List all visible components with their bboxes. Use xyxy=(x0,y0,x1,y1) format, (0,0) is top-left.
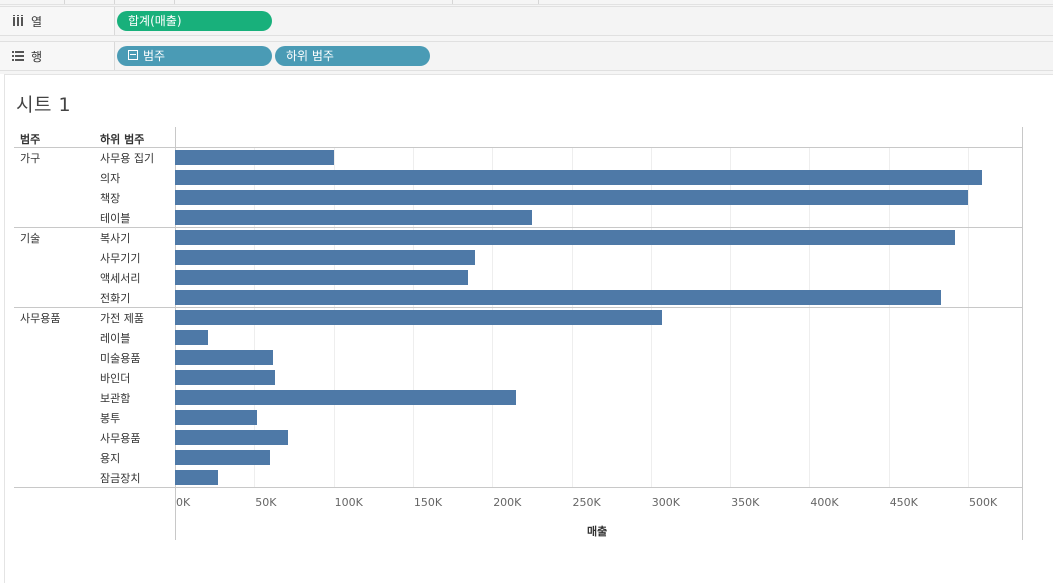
bar[interactable] xyxy=(175,290,942,305)
subcategory-label[interactable]: 용지 xyxy=(100,452,121,465)
subcategory-pill-label: 하위 범주 xyxy=(286,49,334,63)
top-strip xyxy=(0,0,1053,5)
bar[interactable] xyxy=(175,250,475,265)
bar[interactable] xyxy=(175,450,271,465)
gridline xyxy=(730,148,732,488)
bar[interactable] xyxy=(175,310,662,325)
category-label[interactable]: 가구 xyxy=(20,152,41,165)
category-pill[interactable]: 범주 xyxy=(117,46,272,66)
bar[interactable] xyxy=(175,350,274,365)
subcategory-label[interactable]: 가전 제품 xyxy=(100,312,144,325)
subcategory-label[interactable]: 전화기 xyxy=(100,292,131,305)
columns-shelf-label: 열 xyxy=(31,15,43,29)
x-tick-label: 150K xyxy=(413,496,443,509)
columns-shelf: 열 합계(매출) xyxy=(0,6,1053,36)
sum-sales-pill-label: 합계(매출) xyxy=(128,14,182,28)
x-tick-label: 400K xyxy=(810,496,839,509)
sheet-title[interactable]: 시트 1 xyxy=(16,94,72,116)
subcategory-label[interactable]: 사무용품 xyxy=(100,432,141,445)
gridline xyxy=(809,148,811,488)
category-header[interactable]: 범주 xyxy=(20,133,41,146)
x-tick-label: 100K xyxy=(334,496,363,509)
subcategory-label[interactable]: 잠금장치 xyxy=(100,472,141,485)
header-separator xyxy=(14,147,1022,148)
x-tick-label: 0K xyxy=(176,496,191,509)
subcategory-label[interactable]: 바인더 xyxy=(100,372,131,385)
subcategory-label[interactable]: 봉투 xyxy=(100,412,121,425)
category-label[interactable]: 기술 xyxy=(20,232,41,245)
bar[interactable] xyxy=(175,230,956,245)
bar[interactable] xyxy=(175,170,983,185)
x-tick-label: 350K xyxy=(731,496,760,509)
subcategory-label[interactable]: 사무기기 xyxy=(100,252,141,265)
bar[interactable] xyxy=(175,190,968,205)
columns-drop-zone[interactable]: 합계(매출) xyxy=(115,7,1053,35)
x-tick-label: 250K xyxy=(572,496,601,509)
rows-drop-zone[interactable]: 범주 하위 범주 xyxy=(115,42,1053,70)
gridline xyxy=(888,148,890,488)
collapse-icon[interactable] xyxy=(128,50,138,60)
group-separator xyxy=(14,227,1022,228)
subcategory-label[interactable]: 복사기 xyxy=(100,232,131,245)
subcategory-header[interactable]: 하위 범주 xyxy=(100,133,145,146)
x-tick-label: 300K xyxy=(651,496,681,509)
columns-shelf-label-box: 열 xyxy=(0,7,115,35)
bar[interactable] xyxy=(175,390,516,405)
group-separator xyxy=(14,307,1022,308)
bar[interactable] xyxy=(175,210,532,225)
x-tick-label: 50K xyxy=(255,496,277,509)
subcategory-label[interactable]: 테이블 xyxy=(100,212,131,225)
subcategory-label[interactable]: 의자 xyxy=(100,172,121,185)
bar[interactable] xyxy=(175,370,275,385)
gridline xyxy=(968,148,969,488)
subcategory-label[interactable]: 미술용품 xyxy=(100,352,141,365)
rows-icon xyxy=(12,51,24,61)
bar[interactable] xyxy=(175,470,218,485)
rows-shelf-label-box: 행 xyxy=(0,42,115,70)
group-separator xyxy=(14,487,1022,488)
x-axis-title[interactable]: 매출 xyxy=(587,525,608,538)
x-tick-label: 500K xyxy=(969,496,998,509)
subcategory-label[interactable]: 보관함 xyxy=(100,392,131,405)
rows-shelf: 행 범주 하위 범주 xyxy=(0,41,1053,71)
bar[interactable] xyxy=(175,150,334,165)
bar[interactable] xyxy=(175,430,288,445)
category-pill-label: 범주 xyxy=(143,49,166,63)
subcategory-label[interactable]: 레이블 xyxy=(100,332,131,345)
plot-right-border xyxy=(1022,127,1023,540)
bar[interactable] xyxy=(175,330,209,345)
x-tick-label: 450K xyxy=(889,496,918,509)
rows-shelf-label: 행 xyxy=(31,50,43,64)
subcategory-label[interactable]: 사무용 집기 xyxy=(100,152,155,165)
subcategory-label[interactable]: 책장 xyxy=(100,192,121,205)
x-tick-label: 200K xyxy=(493,496,522,509)
category-label[interactable]: 사무용품 xyxy=(20,312,61,325)
columns-icon xyxy=(13,15,23,26)
sum-sales-pill[interactable]: 합계(매출) xyxy=(117,11,272,31)
subcategory-label[interactable]: 액세서리 xyxy=(100,272,141,285)
subcategory-pill[interactable]: 하위 범주 xyxy=(275,46,430,66)
bar[interactable] xyxy=(175,270,469,285)
bar[interactable] xyxy=(175,410,258,425)
